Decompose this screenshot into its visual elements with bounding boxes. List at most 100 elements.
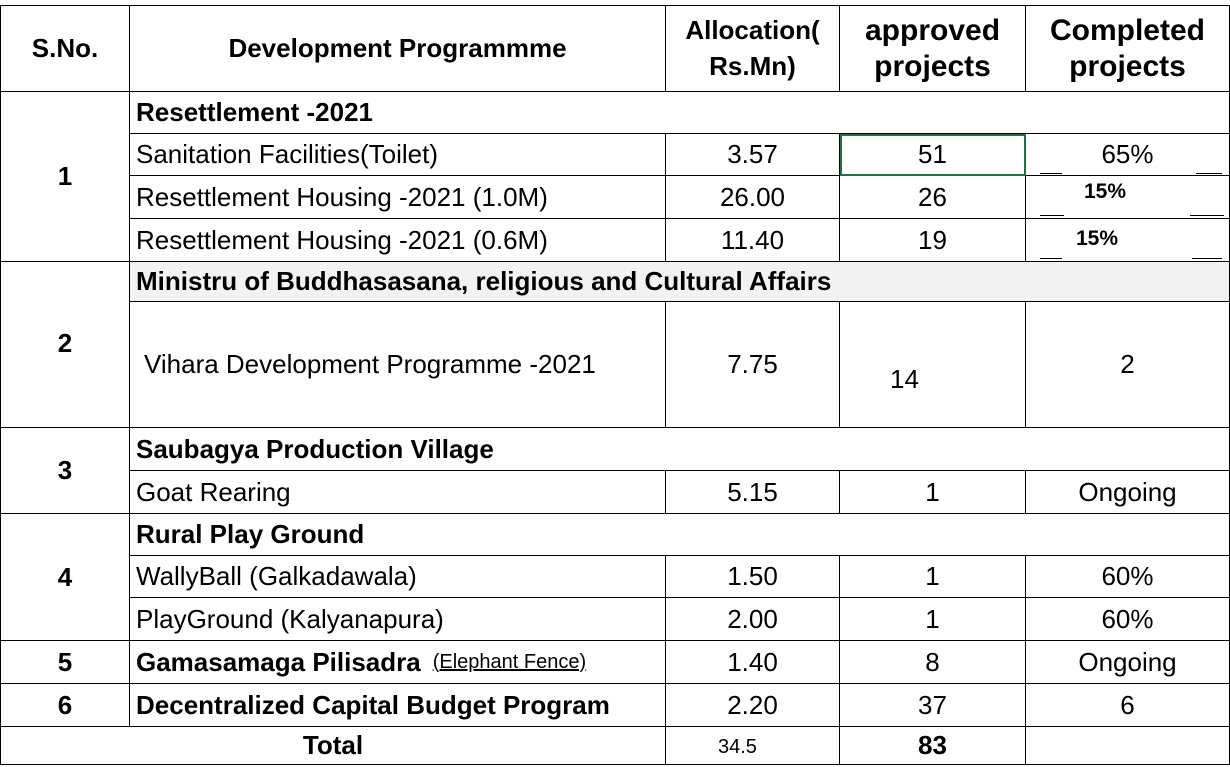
- sno-cell[interactable]: 3: [0, 428, 130, 514]
- allocation-value: 1.40: [727, 646, 778, 677]
- allocation-cell[interactable]: 2.00: [666, 598, 840, 641]
- programme-name-cell[interactable]: Resettlement Housing -2021 (0.6M): [130, 219, 666, 262]
- header-programme[interactable]: Development Programmme: [130, 5, 666, 92]
- approved-cell[interactable]: 37: [840, 684, 1026, 727]
- allocation-value: 26.00: [719, 181, 786, 212]
- section-title: Saubagya Production Village: [136, 433, 494, 464]
- approved-cell[interactable]: 1: [840, 556, 1026, 598]
- header-allocation-line1: Allocation(: [685, 15, 820, 46]
- approved-cell[interactable]: 8: [840, 641, 1026, 684]
- cell-underline: [1196, 173, 1222, 174]
- programme-name-cell[interactable]: Resettlement Housing -2021 (1.0M): [130, 176, 666, 219]
- sno-cell[interactable]: 4: [0, 514, 130, 641]
- header-approved-line1: approved: [864, 13, 1001, 47]
- cell-underline: [1040, 173, 1062, 174]
- programme-name: Vihara Development Programme -2021: [144, 349, 596, 379]
- programme-name-cell[interactable]: WallyBall (Galkadawala): [130, 556, 666, 598]
- approved-value: 19: [918, 224, 947, 255]
- completed-value: Ongoing: [1078, 476, 1177, 507]
- total-allocation-cell[interactable]: 34.5: [666, 727, 840, 765]
- programme-name-cell[interactable]: Vihara Development Programme -2021: [130, 302, 666, 428]
- approved-value: 8: [925, 646, 940, 677]
- completed-value: 60%: [1101, 603, 1154, 634]
- allocation-value: 2.00: [727, 603, 778, 634]
- completed-value: 15%: [1076, 227, 1119, 250]
- total-allocation-value: 34.5: [718, 736, 757, 758]
- section-title-row[interactable]: Rural Play Ground: [130, 514, 1230, 556]
- completed-cell[interactable]: 15%: [1026, 219, 1230, 262]
- approved-cell[interactable]: 19: [840, 219, 1026, 262]
- allocation-cell[interactable]: 3.57: [666, 134, 840, 176]
- header-completed[interactable]: Completed projects: [1026, 5, 1230, 92]
- programme-name: WallyBall (Galkadawala): [136, 561, 417, 591]
- completed-value: 15%: [1084, 180, 1127, 203]
- header-approved[interactable]: approved projects: [840, 5, 1026, 92]
- header-approved-line2: projects: [874, 49, 991, 83]
- allocation-cell[interactable]: 5.15: [666, 471, 840, 514]
- completed-value: 60%: [1101, 561, 1154, 591]
- total-completed-cell[interactable]: [1026, 727, 1230, 765]
- completed-cell[interactable]: 60%: [1026, 598, 1230, 641]
- section-title-row[interactable]: Resettlement -2021: [130, 92, 1230, 134]
- programme-name-cell[interactable]: Decentralized Capital Budget Program: [130, 684, 666, 727]
- allocation-cell[interactable]: 11.40: [666, 219, 840, 262]
- completed-cell[interactable]: 65%: [1026, 134, 1230, 176]
- approved-cell[interactable]: 14: [840, 302, 1026, 428]
- programme-name-cell[interactable]: Gamasamaga Pilisadra (Elephant Fence): [130, 641, 666, 684]
- completed-cell[interactable]: 6: [1026, 684, 1230, 727]
- sno-cell[interactable]: 1: [0, 92, 130, 262]
- sno-value: 5: [57, 646, 73, 677]
- cell-underline: [1192, 258, 1222, 259]
- approved-value: 1: [925, 561, 940, 591]
- completed-value: 65%: [1101, 139, 1154, 169]
- completed-cell[interactable]: Ongoing: [1026, 471, 1230, 514]
- sno-cell[interactable]: 6: [0, 684, 130, 727]
- section-title: Ministru of Buddhasasana, religious and …: [136, 266, 832, 296]
- programme-name-cell[interactable]: Sanitation Facilities(Toilet): [130, 134, 666, 176]
- allocation-value: 3.57: [727, 139, 778, 169]
- approved-cell[interactable]: 26: [840, 176, 1026, 219]
- programme-name-cell[interactable]: PlayGround (Kalyanapura): [130, 598, 666, 641]
- header-programme-label: Development Programmme: [228, 32, 567, 63]
- completed-value: 2: [1120, 349, 1135, 379]
- approved-cell-selected[interactable]: 51: [840, 134, 1026, 176]
- header-completed-line2: projects: [1069, 49, 1186, 83]
- allocation-cell[interactable]: 1.50: [666, 556, 840, 598]
- allocation-value: 11.40: [720, 224, 785, 255]
- header-sno-label: S.No.: [31, 32, 99, 63]
- completed-cell[interactable]: 2: [1026, 302, 1230, 428]
- sno-value: 3: [57, 455, 73, 485]
- total-approved-cell[interactable]: 83: [840, 727, 1026, 765]
- section-title-row[interactable]: Saubagya Production Village: [130, 428, 1230, 471]
- allocation-cell[interactable]: 26.00: [666, 176, 840, 219]
- programme-name: PlayGround (Kalyanapura): [136, 603, 444, 634]
- completed-cell[interactable]: 60%: [1026, 556, 1230, 598]
- programme-name-cell[interactable]: Goat Rearing: [130, 471, 666, 514]
- allocation-cell[interactable]: 7.75: [666, 302, 840, 428]
- approved-value: 26: [918, 181, 947, 212]
- programme-name: Gamasamaga Pilisadra: [136, 646, 421, 677]
- header-allocation-line2: Rs.Mn): [709, 50, 796, 81]
- sno-cell[interactable]: 5: [0, 641, 130, 684]
- allocation-value: 5.15: [727, 476, 778, 507]
- allocation-cell[interactable]: 2.20: [666, 684, 840, 727]
- sno-value: 1: [57, 161, 73, 191]
- section-title-row[interactable]: Ministru of Buddhasasana, religious and …: [130, 262, 1230, 302]
- total-label-cell[interactable]: Total: [0, 727, 666, 765]
- sno-value: 4: [57, 561, 73, 592]
- allocation-cell[interactable]: 1.40: [666, 641, 840, 684]
- approved-cell[interactable]: 1: [840, 471, 1026, 514]
- completed-value: 6: [1120, 689, 1135, 720]
- programme-name: Resettlement Housing -2021 (0.6M): [136, 224, 548, 255]
- programme-name: Sanitation Facilities(Toilet): [136, 139, 439, 169]
- completed-cell[interactable]: Ongoing: [1026, 641, 1230, 684]
- programme-name: Resettlement Housing -2021 (1.0M): [136, 181, 548, 212]
- header-allocation[interactable]: Allocation( Rs.Mn): [666, 5, 840, 92]
- completed-cell[interactable]: 15%: [1026, 176, 1230, 219]
- sno-cell[interactable]: 2: [0, 262, 130, 428]
- approved-value: 14: [890, 364, 919, 394]
- header-sno[interactable]: S.No.: [0, 5, 130, 92]
- header-completed-line1: Completed: [1049, 13, 1205, 47]
- approved-cell[interactable]: 1: [840, 598, 1026, 641]
- cell-underline: [1040, 258, 1062, 259]
